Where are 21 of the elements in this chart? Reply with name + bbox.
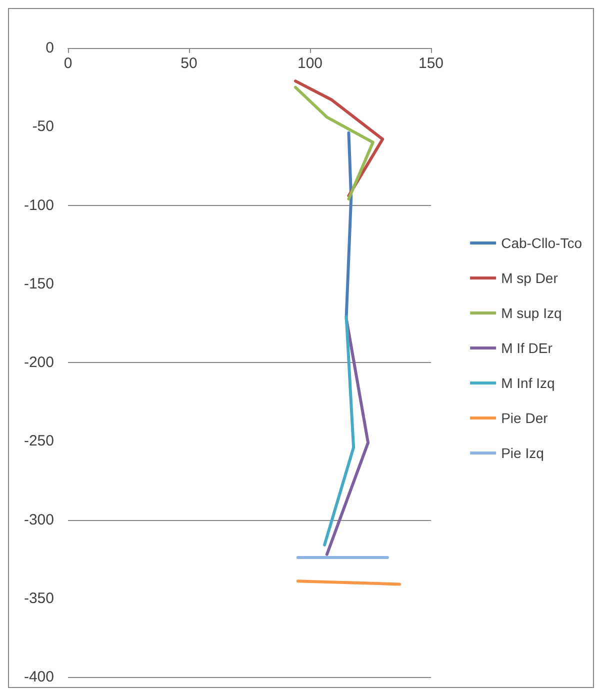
legend-label: Pie Der bbox=[501, 410, 548, 426]
y-tick-label: -100 bbox=[24, 196, 54, 214]
y-tick-label: -300 bbox=[24, 511, 54, 528]
line-series bbox=[294, 86, 374, 200]
y-tick-label: -150 bbox=[24, 275, 54, 292]
legend-label: M sp Der bbox=[501, 270, 558, 286]
x-tick-label: 100 bbox=[297, 55, 323, 72]
y-tick-label: -250 bbox=[24, 432, 54, 450]
y-tick-label: -200 bbox=[24, 354, 54, 371]
x-tick-label: 150 bbox=[418, 55, 444, 72]
legend-label: Cab-Cllo-Tco bbox=[501, 235, 582, 251]
legend-label: Pie Izq bbox=[501, 445, 544, 461]
y-tick-label: -50 bbox=[32, 118, 54, 136]
y-tick-label: -400 bbox=[24, 668, 54, 686]
legend-label: M sup Izq bbox=[501, 305, 562, 321]
y-tick-label: -350 bbox=[24, 590, 54, 607]
legend-label: M Inf Izq bbox=[501, 375, 555, 391]
legend-label: M If DEr bbox=[501, 340, 553, 356]
x-tick-label: 0 bbox=[64, 55, 72, 72]
y-tick-label: 0 bbox=[46, 40, 54, 56]
x-tick-label: 50 bbox=[180, 55, 198, 72]
